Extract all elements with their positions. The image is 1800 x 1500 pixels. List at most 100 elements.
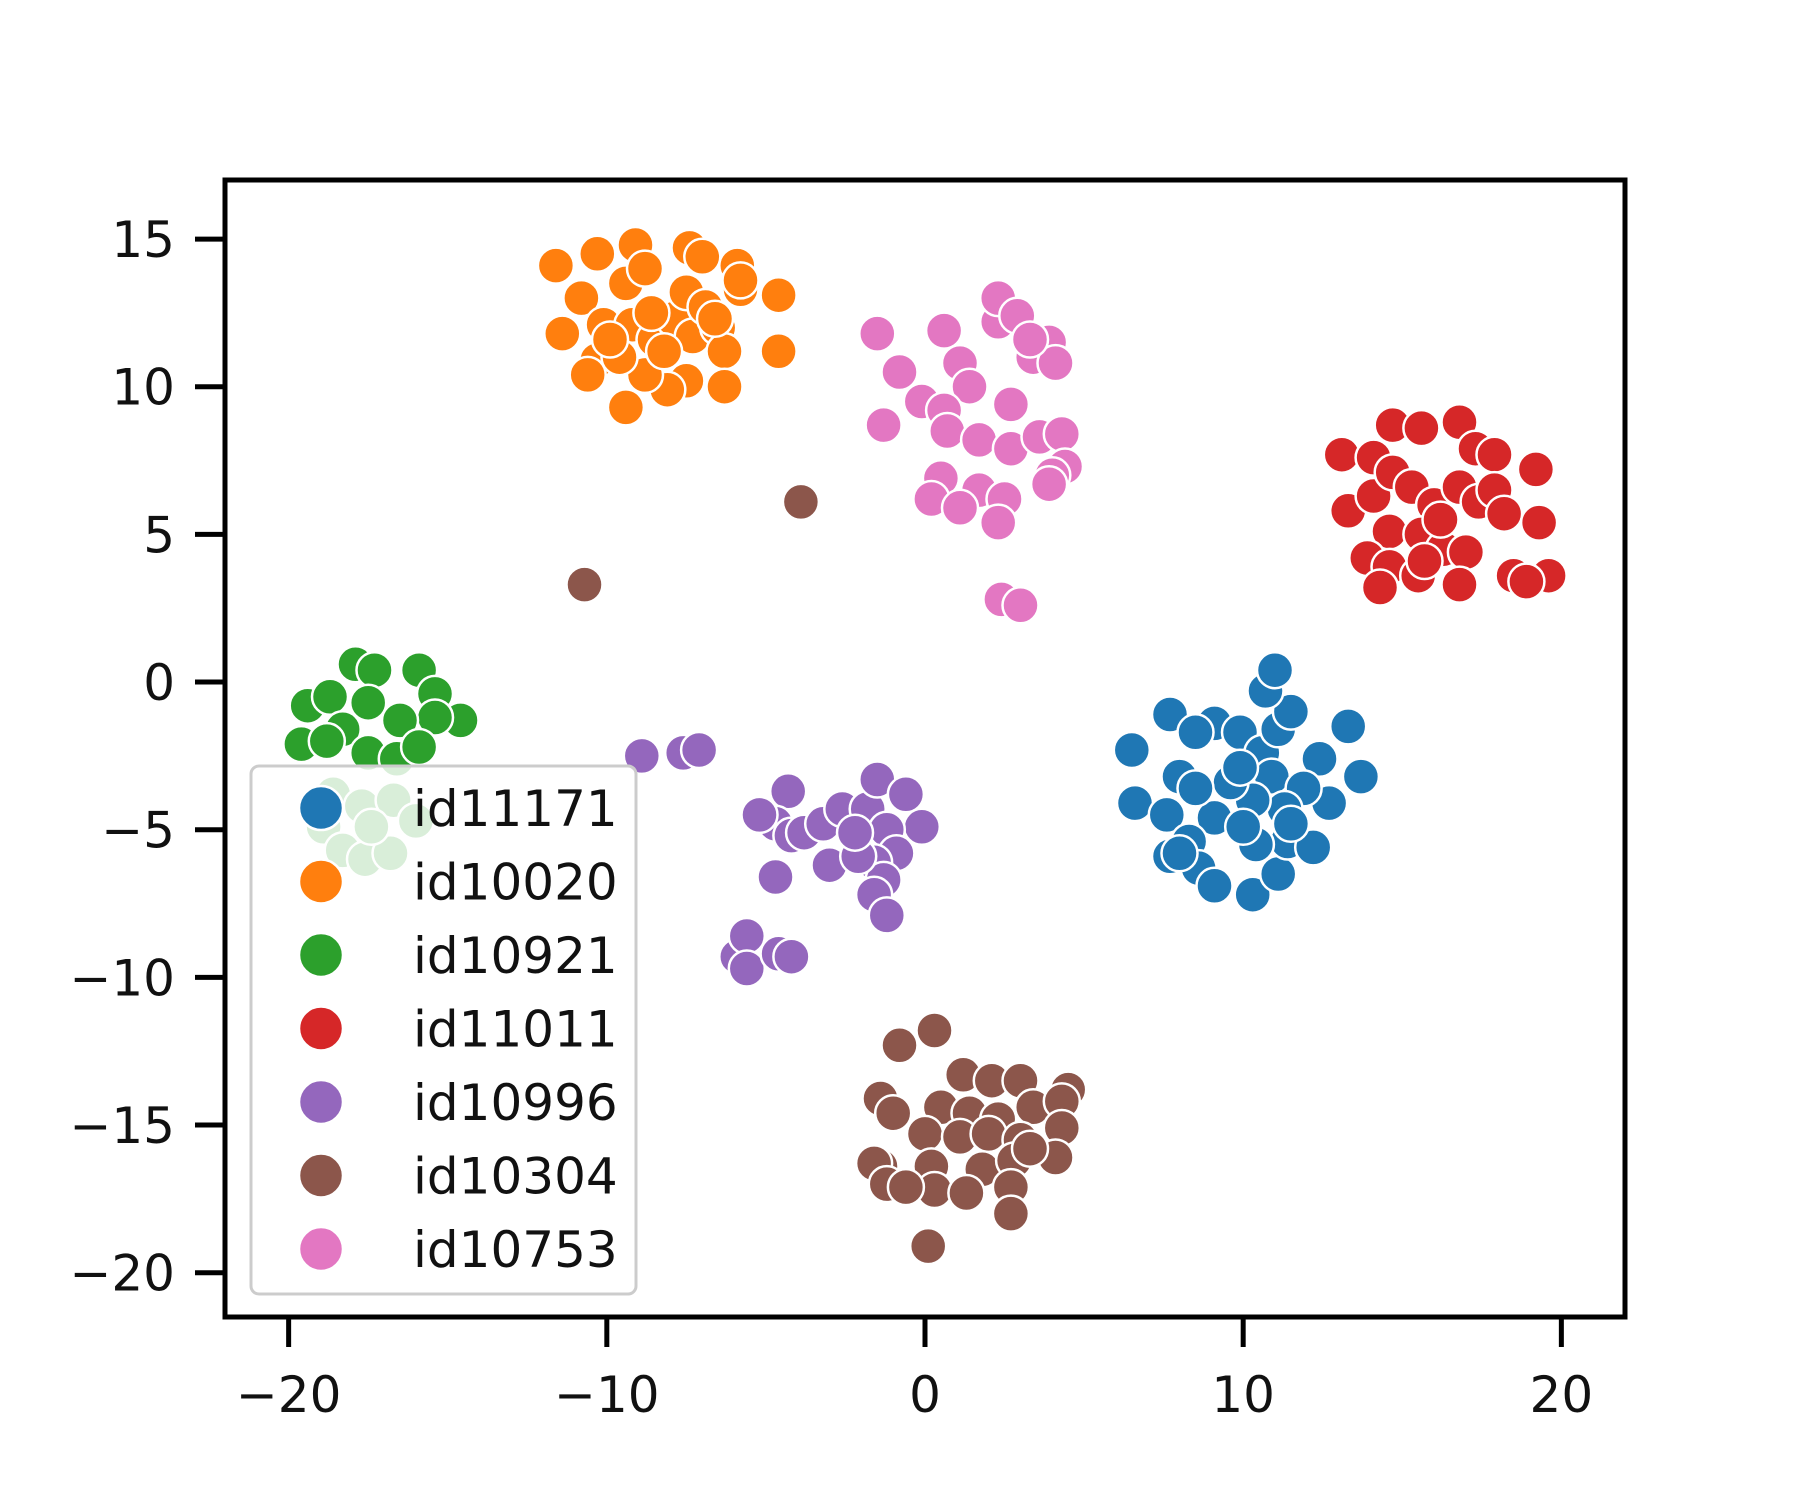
- x-tick-label: −10: [554, 1366, 660, 1424]
- point-id10304-0: [781, 482, 821, 522]
- point-id10020-0: [536, 246, 576, 285]
- legend-label: id10996: [413, 1074, 618, 1132]
- series-id10753: [858, 278, 1085, 625]
- point-id10996-11: [886, 775, 926, 814]
- legend-marker: [297, 1078, 345, 1126]
- point-id10753-1: [880, 352, 919, 392]
- point-id10020-27: [644, 332, 684, 371]
- x-tick-label: −20: [236, 1366, 342, 1424]
- point-id10996-0: [622, 736, 662, 776]
- series-id10304: [565, 482, 1088, 1266]
- point-id10753-19: [1042, 414, 1082, 454]
- point-id11171-28: [1293, 828, 1333, 867]
- x-tick-label: 20: [1530, 1366, 1594, 1424]
- x-tick-label: 0: [909, 1366, 941, 1424]
- point-id10753-11: [991, 385, 1031, 424]
- point-id11171-11: [1328, 707, 1368, 746]
- point-id10996-27: [740, 795, 779, 835]
- point-id10304-31: [908, 1226, 948, 1266]
- axes-layer: −20 −10 0 10 20 15 10 5 0 −5 −10 −15 −20: [69, 177, 1628, 1424]
- y-tick-label: 0: [143, 654, 175, 712]
- point-id10020-1: [578, 234, 617, 274]
- y-tick-label: −5: [101, 802, 175, 860]
- point-id10020-28: [705, 367, 744, 406]
- point-id11011-0: [1322, 435, 1362, 474]
- point-id11011-6: [1475, 435, 1514, 474]
- legend-marker: [297, 1225, 345, 1273]
- point-id11011-30: [1421, 500, 1460, 539]
- point-id10753-31: [1010, 320, 1050, 359]
- point-id10753-15: [928, 411, 967, 451]
- point-id10753-9: [1036, 343, 1075, 383]
- point-id11171-9: [1271, 692, 1311, 731]
- point-id10996-21: [867, 896, 907, 935]
- point-id10753-2: [924, 311, 964, 350]
- point-id10753-27: [940, 488, 980, 528]
- legend-label: id10020: [413, 854, 618, 912]
- legend-marker: [297, 858, 345, 905]
- point-id10753-28: [978, 503, 1018, 542]
- point-id10020-19: [705, 332, 744, 371]
- point-id10753-12: [864, 405, 903, 445]
- legend-entry-id10753: id10753: [297, 1221, 618, 1279]
- legend-entry-id10020: id10020: [297, 854, 618, 912]
- point-id11171-20: [1147, 795, 1187, 835]
- point-id10921-3: [355, 650, 394, 690]
- point-id11171-25: [1233, 875, 1272, 914]
- point-id10996-19: [756, 857, 795, 897]
- series-id10996: [622, 730, 942, 988]
- point-id10921-9: [348, 683, 388, 722]
- point-id10921-12: [307, 721, 347, 761]
- legend-label: id11171: [413, 780, 618, 838]
- point-id10753-25: [1029, 464, 1069, 504]
- legend-marker: [297, 1152, 345, 1199]
- point-id10996-3: [768, 772, 808, 811]
- point-id10996-26: [772, 937, 811, 976]
- point-id10020-31: [590, 320, 630, 359]
- point-id10753-0: [858, 314, 897, 353]
- series-id10020: [536, 225, 798, 427]
- point-id11171-10: [1300, 739, 1339, 779]
- legend-marker: [297, 784, 345, 832]
- point-id10304-33: [1010, 1129, 1050, 1168]
- series-id11171: [1112, 650, 1381, 914]
- legend-entry-id10996: id10996: [297, 1074, 618, 1132]
- point-id10020-9: [562, 278, 601, 318]
- point-id11171-12: [1341, 757, 1381, 796]
- point-id10304-2: [880, 1026, 919, 1065]
- y-tick-label: −20: [69, 1245, 175, 1303]
- y-tick-label: 10: [111, 359, 175, 417]
- point-id10304-9: [873, 1093, 913, 1133]
- point-id11011-28: [1360, 568, 1400, 607]
- point-id11171-34: [1176, 713, 1215, 752]
- point-id11171-36: [1160, 834, 1199, 873]
- point-id10020-23: [606, 388, 646, 427]
- point-id10753-30: [1001, 586, 1040, 625]
- point-id10020-6: [759, 275, 798, 315]
- legend-entry-id10921: id10921: [297, 927, 618, 985]
- point-id10020-17: [683, 237, 722, 277]
- point-id10304-30: [991, 1194, 1031, 1233]
- point-id10020-34: [625, 249, 665, 288]
- point-id11011-3: [1402, 408, 1441, 448]
- y-tick-label: 5: [143, 506, 175, 564]
- point-id10996-28: [835, 813, 875, 852]
- point-id11171-26: [1258, 854, 1298, 894]
- point-id11011-21: [1446, 532, 1486, 572]
- point-id10996-23: [727, 916, 767, 956]
- point-id10921-1: [310, 677, 350, 717]
- point-id10020-33: [695, 299, 735, 339]
- point-id10921-15: [399, 727, 439, 767]
- legend-marker: [297, 1005, 345, 1052]
- point-id10020-25: [568, 355, 607, 395]
- point-id10996-2: [679, 730, 719, 770]
- point-id11171-24: [1195, 866, 1234, 906]
- legend-entry-id11171: id11171: [297, 780, 618, 838]
- point-id10304-15: [905, 1114, 945, 1154]
- point-id10304-28: [947, 1173, 986, 1213]
- point-id11011-7: [1516, 450, 1556, 489]
- point-id10753-10: [950, 367, 989, 406]
- point-id11011-29: [1405, 541, 1444, 581]
- series-id11011: [1322, 402, 1568, 607]
